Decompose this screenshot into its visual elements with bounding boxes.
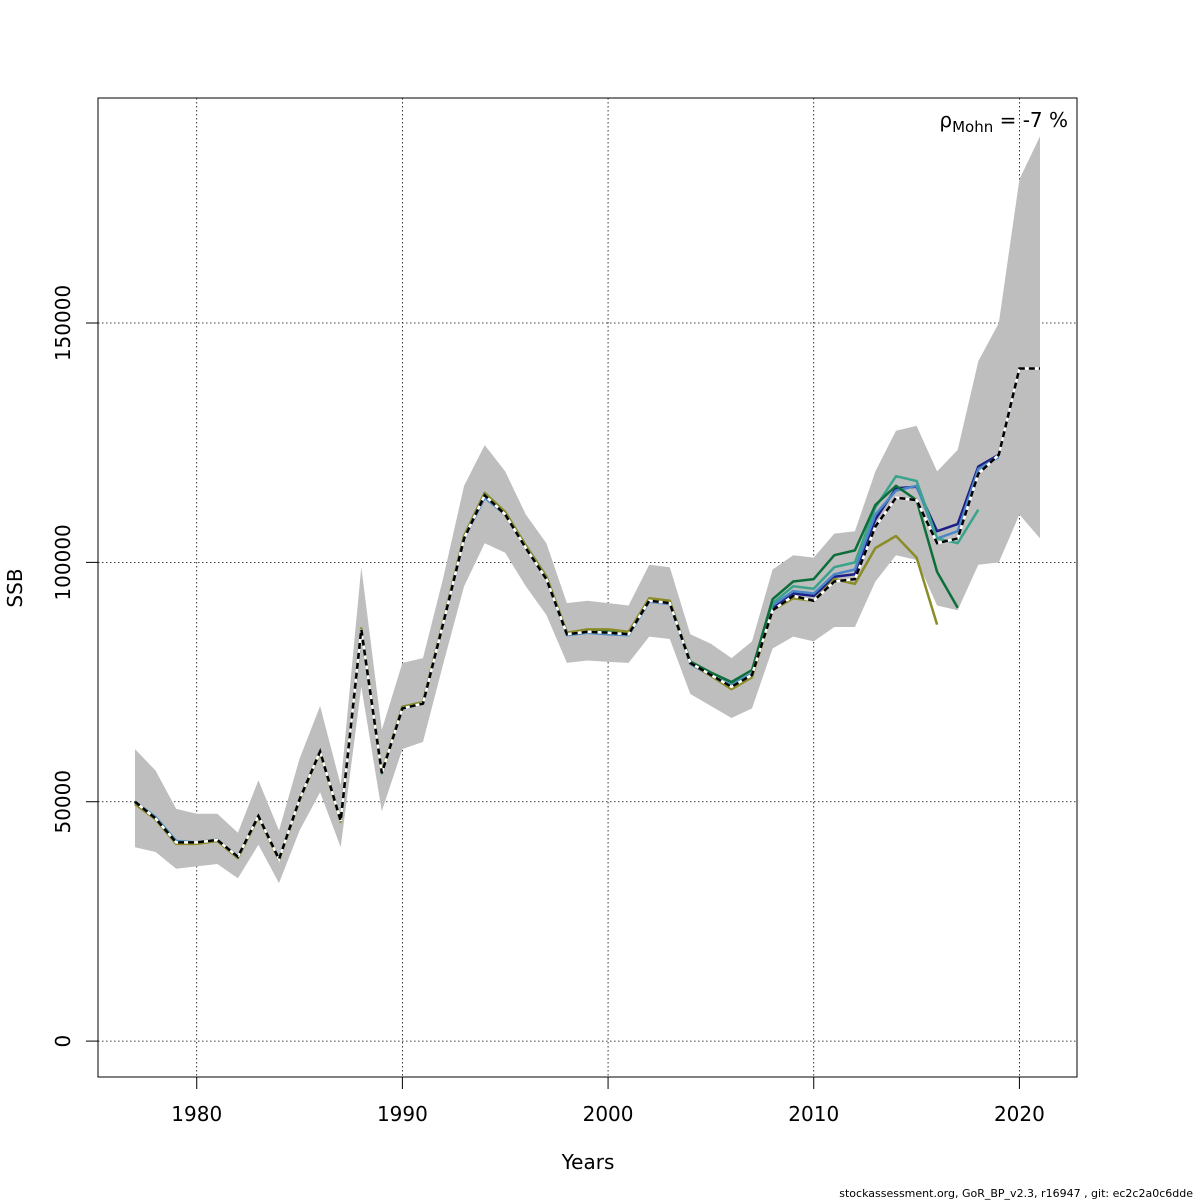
x-tick-label: 1980 bbox=[171, 1102, 222, 1126]
rho-value: = -7 % bbox=[993, 108, 1068, 132]
series-layer bbox=[134, 367, 1040, 863]
confidence-band-layer bbox=[135, 136, 1040, 884]
x-tick-label: 2020 bbox=[994, 1102, 1045, 1126]
x-axis-title: Years bbox=[561, 1150, 615, 1174]
base-run-line bbox=[134, 367, 1040, 863]
y-tick-label: 50000 bbox=[51, 770, 75, 834]
mohn-rho-annotation: ρMohn = -7 % bbox=[939, 108, 1068, 136]
y-tick-label: 100000 bbox=[51, 524, 75, 600]
confidence-band bbox=[135, 136, 1040, 884]
rho-subscript: Mohn bbox=[952, 118, 993, 136]
x-tick-label: 2000 bbox=[583, 1102, 634, 1126]
x-tick-label: 1990 bbox=[377, 1102, 428, 1126]
footer-credit: stockassessment.org, GoR_BP_v2.3, r16947… bbox=[839, 1187, 1193, 1200]
y-axis: 0 50000 100000 150000 bbox=[51, 285, 98, 1048]
x-tick-label: 2010 bbox=[788, 1102, 839, 1126]
y-tick-label: 150000 bbox=[51, 285, 75, 361]
x-axis: 1980 1990 2000 2010 2020 bbox=[171, 1077, 1045, 1126]
y-tick-label: 0 bbox=[51, 1035, 75, 1048]
rho-symbol: ρ bbox=[939, 108, 952, 132]
plot-frame bbox=[97, 97, 1078, 1078]
y-axis-title: SSB bbox=[3, 568, 27, 607]
